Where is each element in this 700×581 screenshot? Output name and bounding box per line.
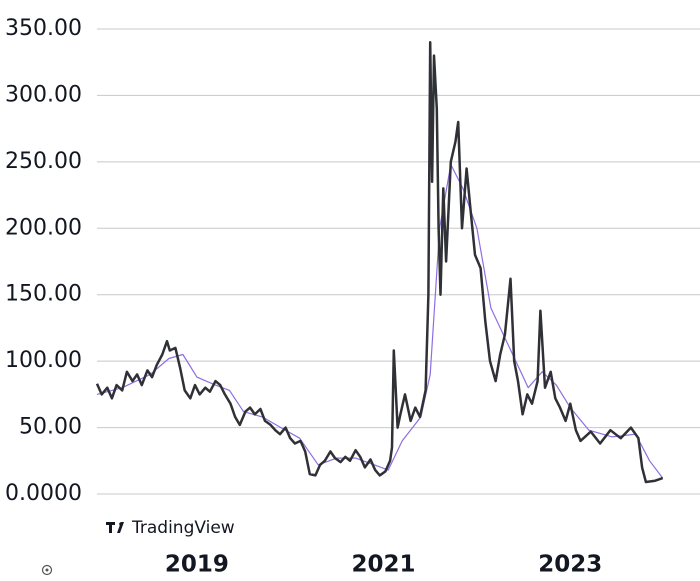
y-tick-label: 250.00 [5,149,82,174]
average-line [96,163,664,479]
y-tick-label: 350.00 [5,16,82,41]
y-tick-label: 50.00 [19,415,82,440]
settings-icon[interactable] [41,564,53,576]
y-tick-label: 300.00 [5,82,82,107]
y-tick-label: 150.00 [5,282,82,307]
x-tick-label: 2019 [165,552,229,578]
x-tick-label: 2023 [538,552,602,578]
y-tick-label: 100.00 [5,348,82,373]
y-tick-label: 0.0000 [5,481,82,506]
y-tick-label: 200.00 [5,215,82,240]
watermark-logo [106,522,124,533]
x-tick-label: 2021 [352,552,416,578]
watermark: TradingView [131,518,235,538]
price-line [95,41,664,484]
